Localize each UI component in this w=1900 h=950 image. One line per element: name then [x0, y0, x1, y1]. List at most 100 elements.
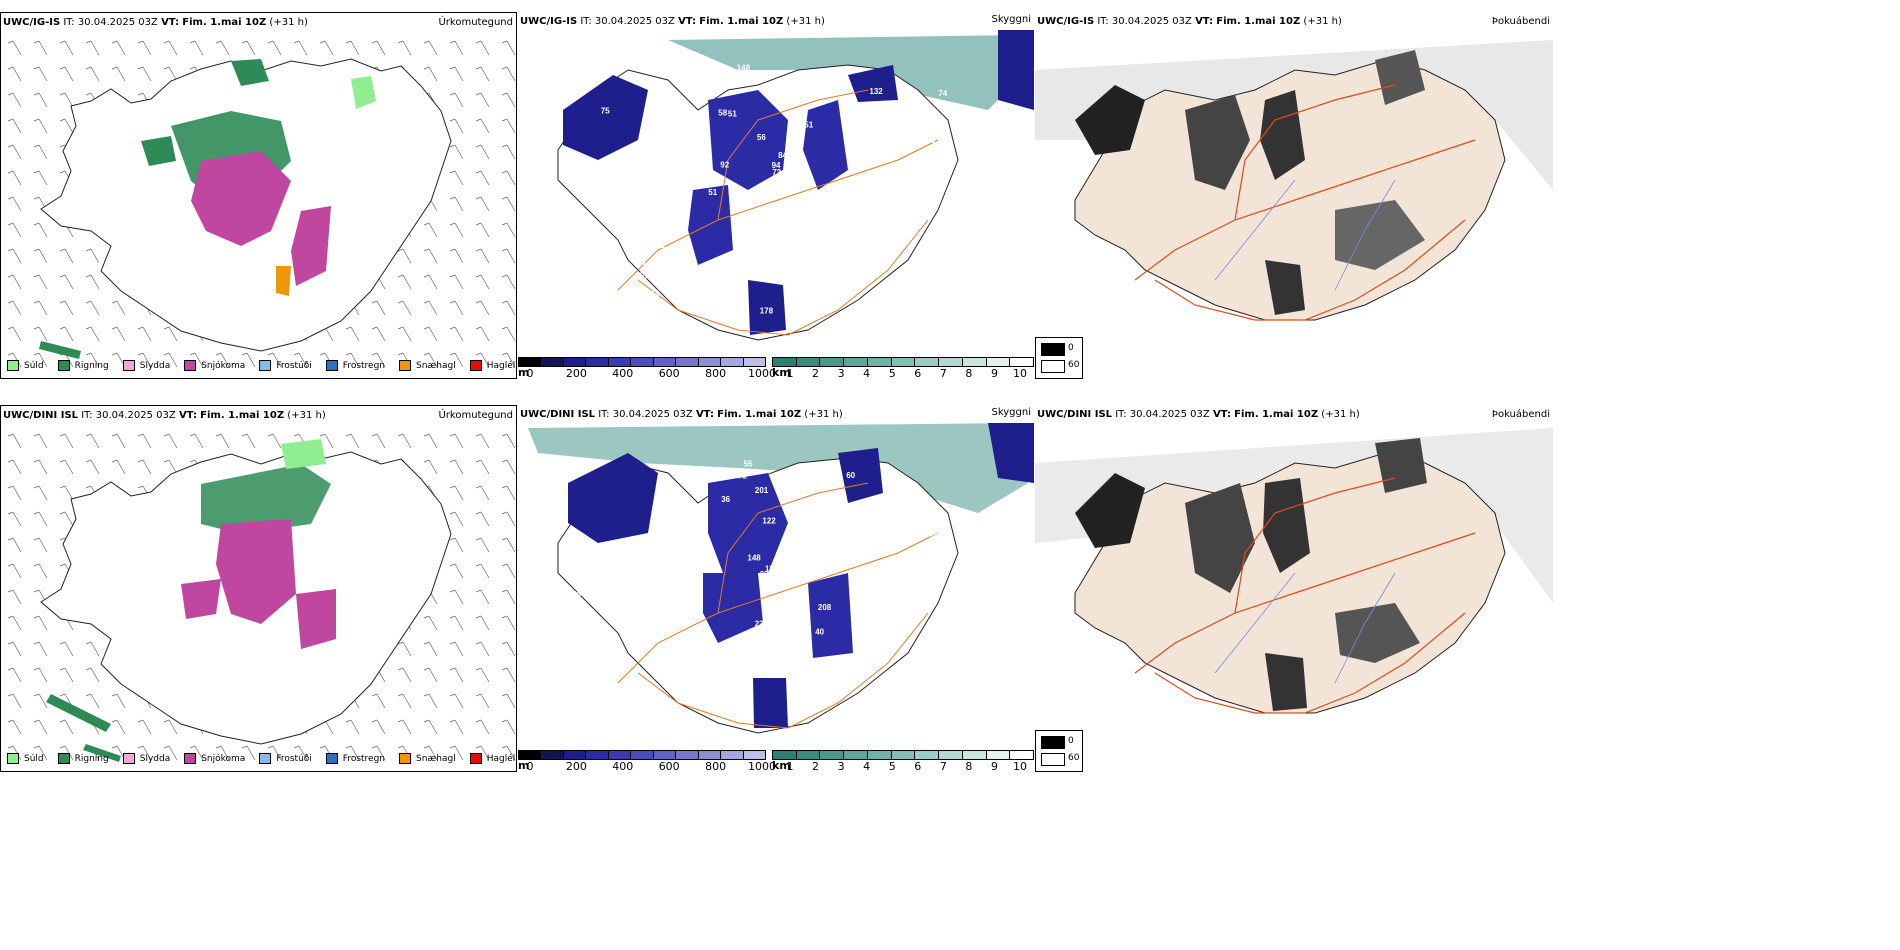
wind-barb [7, 693, 22, 709]
wind-barb [371, 326, 386, 342]
legend-label: Snæhagl [416, 360, 456, 371]
wind-barb [33, 170, 48, 186]
panel-header: UWC/DINI ISL IT: 30.04.2025 03Z VT: Fim.… [1037, 409, 1360, 420]
panel-header: UWC/DINI ISL IT: 30.04.2025 03Z VT: Fim.… [520, 409, 843, 420]
ceiling-value-label: 49 [613, 310, 622, 319]
colorbar-segment [915, 751, 940, 759]
wind-barb [475, 589, 490, 605]
ceiling-value-label: 74 [767, 624, 776, 633]
wind-barb [7, 40, 22, 56]
ceiling-value-label: 51 [728, 110, 737, 119]
wind-barb [397, 300, 412, 316]
wind-barb [449, 693, 464, 709]
wind-barb [345, 40, 360, 56]
wind-barb [85, 274, 100, 290]
wind-barb [293, 745, 308, 761]
legend-label: Slydda [139, 753, 171, 764]
colorbar-segment [939, 751, 963, 759]
ceiling-value-label: 77 [810, 235, 819, 244]
wind-barb [475, 641, 490, 657]
wind-barb [59, 40, 74, 56]
wind-barb [449, 170, 464, 186]
wind-barb [397, 667, 412, 683]
wind-barb [33, 667, 48, 683]
precip-type-panel-2: UWC/DINI ISL IT: 30.04.2025 03Z VT: Fim.… [0, 405, 517, 772]
legend-swatch [7, 753, 19, 764]
ceiling-value-label: 193 [808, 519, 822, 528]
legend-swatch [469, 753, 482, 764]
wind-barb [501, 433, 516, 449]
wind-barb [449, 719, 464, 735]
ceiling-value-label: 89 [603, 599, 612, 608]
wind-barb [475, 196, 490, 212]
fog-high-swatch [1041, 343, 1065, 356]
wind-barb [85, 641, 100, 657]
colorbar-segment [1010, 751, 1034, 759]
wind-barb [59, 326, 74, 342]
colorbar-segment [608, 751, 632, 759]
wind-barb [215, 433, 230, 449]
ceiling-value-label: 40 [861, 513, 870, 522]
wind-barb [475, 459, 490, 475]
ceiling-value-label: 73 [631, 149, 640, 158]
wind-barb [501, 641, 516, 657]
wind-barb [501, 719, 516, 735]
legend-label: Snjókoma [201, 360, 246, 371]
colorbar-segment [891, 751, 916, 759]
colorbar-tick-label: 1 [786, 367, 794, 379]
ceiling-value-label: 94 [772, 161, 781, 170]
wind-barb [137, 352, 152, 368]
wind-barb [397, 40, 412, 56]
colorbar-segment [698, 751, 722, 759]
ceiling-value-label: 148 [747, 554, 761, 563]
ceiling-value-label: 59 [683, 138, 692, 147]
ceiling-value-label: 45 [877, 658, 886, 667]
wind-barb [33, 537, 48, 553]
legend-item: Súld [7, 753, 44, 764]
wind-barb [449, 537, 464, 553]
fog-map [1035, 40, 1553, 321]
wind-barb [501, 196, 516, 212]
legend-swatch [57, 753, 70, 764]
ceiling-value-label: 208 [818, 603, 832, 612]
wind-barb [397, 274, 412, 290]
wind-barb [449, 563, 464, 579]
ceiling-value-label: 111 [672, 140, 685, 149]
wind-barb [111, 300, 126, 316]
ceiling-value-label: 60 [846, 471, 855, 480]
visibility-unit: km [772, 366, 791, 379]
wind-barb [85, 667, 100, 683]
panel-title: Þokuábendi [1491, 16, 1550, 27]
legend-item: Haglél [469, 753, 515, 764]
ceiling-value-label: 201 [755, 486, 769, 495]
legend-item: Slydda [122, 753, 171, 764]
legend-label: Snjókoma [201, 753, 246, 764]
ceiling-value-label: 43 [595, 162, 604, 171]
legend-item: Snjókoma [184, 753, 245, 764]
wind-barb [85, 248, 100, 264]
wind-barb [449, 745, 464, 761]
wind-barb [33, 352, 48, 368]
colorbar-segment [653, 358, 677, 366]
ceiling-value-label: 42 [730, 665, 739, 674]
colorbar-segment [867, 751, 892, 759]
colorbar-segment [796, 358, 821, 366]
ceiling-value-label: 165 [641, 637, 655, 646]
ceiling-value-label: 77 [919, 526, 928, 535]
ceiling-value-label: 164 [833, 211, 847, 220]
wind-barb [501, 563, 516, 579]
wind-barb [33, 615, 48, 631]
wind-barb [7, 537, 22, 553]
wind-barb [423, 615, 438, 631]
ceiling-map: 60 60 51 40 74 73 80 52 56 49 48 55 40 39 68 37 45 84 165 8… [528, 423, 1034, 734]
wind-barb [85, 40, 100, 56]
ceiling-value-label: 148 [737, 64, 751, 73]
colorbar-tick-label: 2 [812, 760, 820, 772]
colorbar-segment [986, 751, 1011, 759]
ceiling-value-label: 66 [720, 73, 729, 82]
ceiling-value-label: 36 [721, 495, 730, 504]
ceiling-value-label: 124 [753, 258, 767, 267]
wind-barb [423, 248, 438, 264]
colorbar-segment [820, 358, 845, 366]
wind-barb [475, 693, 490, 709]
